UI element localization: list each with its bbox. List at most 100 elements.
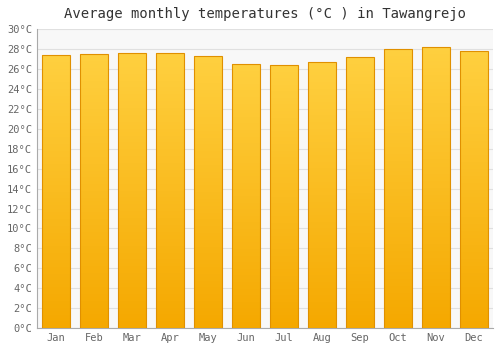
Bar — [194, 246, 222, 250]
Bar — [42, 191, 70, 195]
Bar — [422, 303, 450, 307]
Bar — [118, 94, 146, 98]
Bar — [80, 54, 108, 57]
Bar — [270, 223, 297, 226]
Bar — [308, 268, 336, 272]
Bar — [118, 290, 146, 294]
Bar — [346, 132, 374, 135]
Bar — [232, 259, 260, 262]
Bar — [384, 143, 411, 147]
Bar — [460, 124, 487, 127]
Bar — [194, 236, 222, 240]
Bar — [384, 168, 411, 171]
Bar — [232, 107, 260, 110]
Bar — [460, 183, 487, 186]
Bar — [270, 256, 297, 259]
Bar — [422, 212, 450, 216]
Bar — [118, 173, 146, 177]
Bar — [422, 282, 450, 286]
Bar — [384, 60, 411, 63]
Bar — [270, 282, 297, 285]
Bar — [460, 224, 487, 228]
Bar — [194, 127, 222, 131]
Bar — [422, 219, 450, 223]
Bar — [194, 110, 222, 114]
Bar — [194, 233, 222, 236]
Bar — [80, 208, 108, 212]
Bar — [118, 325, 146, 328]
Bar — [460, 248, 487, 252]
Bar — [308, 188, 336, 192]
Bar — [42, 171, 70, 175]
Bar — [42, 62, 70, 65]
Bar — [42, 216, 70, 219]
Bar — [346, 121, 374, 125]
Bar — [232, 239, 260, 242]
Bar — [308, 258, 336, 262]
Bar — [80, 201, 108, 205]
Bar — [80, 95, 108, 99]
Bar — [80, 64, 108, 68]
Bar — [42, 318, 70, 321]
Bar — [308, 325, 336, 328]
Bar — [384, 150, 411, 154]
Bar — [80, 174, 108, 177]
Bar — [270, 111, 297, 114]
Bar — [270, 160, 297, 164]
Bar — [460, 200, 487, 203]
Bar — [80, 71, 108, 75]
Bar — [460, 141, 487, 145]
Bar — [308, 92, 336, 95]
Bar — [346, 325, 374, 328]
Bar — [308, 65, 336, 69]
Bar — [384, 140, 411, 143]
Bar — [346, 145, 374, 148]
Bar — [422, 96, 450, 100]
Bar — [346, 135, 374, 138]
Bar — [118, 105, 146, 108]
Bar — [156, 163, 184, 167]
Bar — [232, 275, 260, 279]
Bar — [308, 202, 336, 205]
Bar — [270, 203, 297, 206]
Bar — [270, 174, 297, 177]
Bar — [308, 208, 336, 212]
Bar — [384, 98, 411, 102]
Bar — [384, 182, 411, 185]
Bar — [460, 207, 487, 210]
Bar — [232, 242, 260, 246]
Bar — [384, 231, 411, 234]
Bar — [232, 308, 260, 312]
Bar — [384, 122, 411, 126]
Bar — [156, 115, 184, 118]
Bar — [156, 301, 184, 304]
Bar — [460, 131, 487, 134]
Bar — [384, 234, 411, 237]
Bar — [460, 259, 487, 262]
Bar — [460, 92, 487, 96]
Bar — [384, 262, 411, 265]
Bar — [422, 163, 450, 167]
Bar — [194, 134, 222, 138]
Bar — [308, 159, 336, 162]
Bar — [232, 249, 260, 252]
Bar — [460, 79, 487, 82]
Bar — [460, 252, 487, 256]
Bar — [384, 161, 411, 164]
Bar — [42, 58, 70, 62]
Bar — [460, 172, 487, 176]
Bar — [194, 131, 222, 134]
Bar — [308, 322, 336, 325]
Bar — [232, 143, 260, 147]
Bar — [460, 186, 487, 190]
Bar — [308, 318, 336, 322]
Bar — [80, 270, 108, 273]
Bar — [308, 95, 336, 99]
Bar — [422, 296, 450, 300]
Bar — [422, 117, 450, 121]
Bar — [346, 308, 374, 311]
Bar — [232, 209, 260, 212]
Bar — [80, 109, 108, 112]
Bar — [384, 102, 411, 105]
Bar — [270, 94, 297, 98]
